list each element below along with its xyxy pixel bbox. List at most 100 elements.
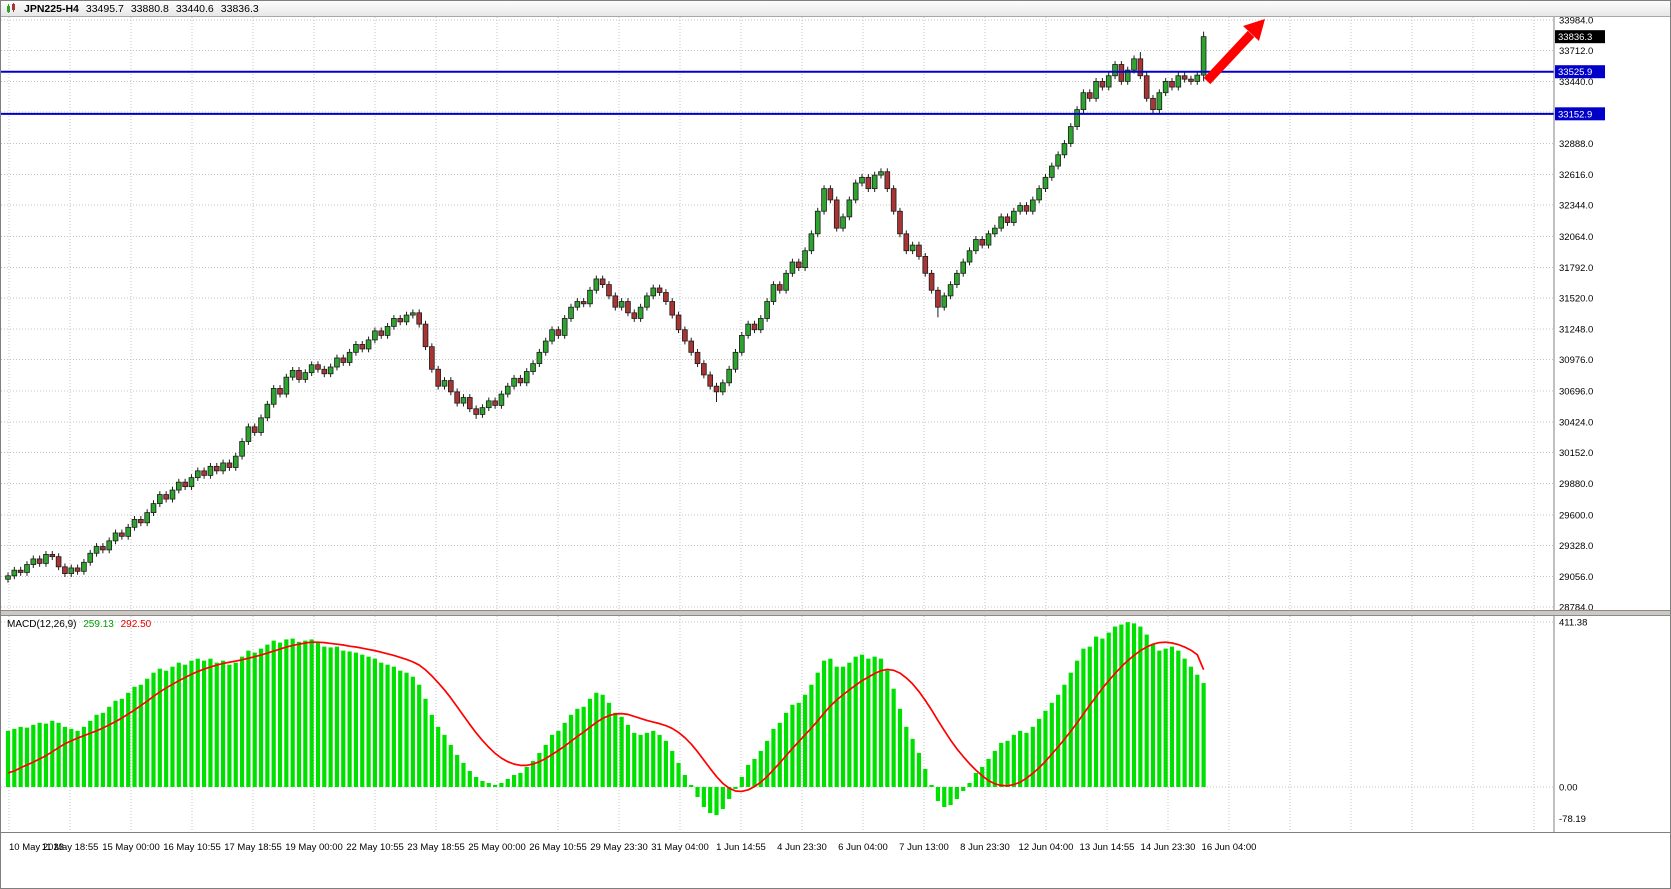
bull-candle (504, 385, 511, 395)
macd-histogram-bar (62, 726, 68, 787)
bull-candle (131, 519, 138, 528)
macd-chart[interactable]: 411.38 0.00 -78.19 (1, 616, 1670, 832)
bull-candle (1162, 81, 1169, 94)
bear-candle (916, 244, 922, 257)
time-axis[interactable]: 10 May 2023 11 May 18:55 15 May 00:00 16 Ma… (1, 832, 1670, 888)
bear-candle (833, 199, 840, 229)
bull-candle (245, 426, 252, 442)
bull-candle (157, 494, 163, 504)
macd-histogram-bar (5, 730, 11, 787)
bull-candle (485, 400, 492, 409)
bull-candle (188, 477, 195, 488)
bull-candle (11, 569, 18, 577)
bear-candle (663, 292, 669, 302)
bull-candle (846, 199, 853, 218)
bull-candle (1074, 109, 1080, 127)
bull-candle (726, 368, 732, 384)
macd-histogram-bar (587, 698, 593, 787)
bear-candle (321, 368, 328, 375)
chart-title-high: 33880.8 (130, 2, 169, 15)
macd-histogram-bar (518, 772, 523, 787)
macd-histogram-bar (372, 658, 378, 787)
bear-candle (163, 494, 169, 500)
bear-candle (119, 532, 125, 537)
bull-candle (479, 407, 486, 415)
bear-candle (416, 312, 422, 325)
bear-candle (454, 391, 460, 404)
bull-candle (1080, 92, 1087, 111)
bear-candle (1023, 205, 1030, 212)
macd-histogram-bar (568, 714, 574, 787)
price-tag[interactable] (1555, 65, 1605, 79)
bull-candle (289, 369, 296, 378)
bear-candle (922, 255, 929, 274)
bull-candle (144, 512, 150, 524)
macd-histogram-bar (322, 646, 327, 787)
macd-histogram-bar (170, 666, 175, 787)
macd-histogram-bar (366, 656, 371, 787)
macd-histogram-bar (252, 652, 257, 787)
time-axis-label: 31 May 04:00 (651, 842, 709, 853)
macd-histogram-bar (328, 647, 333, 787)
price-tag[interactable] (1555, 107, 1605, 121)
bear-candle (17, 569, 24, 573)
trend-arrow-shaft[interactable] (1203, 30, 1255, 85)
macd-histogram-bar (94, 714, 99, 787)
macd-histogram-bar (644, 732, 650, 787)
macd-histogram-bar (1125, 622, 1130, 787)
macd-histogram-bar (796, 702, 801, 787)
macd-histogram-bar (233, 662, 238, 787)
time-axis-label: 4 Jun 23:30 (777, 842, 827, 853)
macd-histogram-bar (50, 720, 55, 787)
time-axis-label: 15 May 00:00 (102, 842, 160, 853)
macd-histogram-bar (81, 726, 87, 787)
chart-titlebar[interactable]: JPN225-H4 33495.7 33880.8 33440.6 33836.… (1, 1, 1670, 17)
bull-candle (220, 462, 226, 472)
bull-candle (176, 481, 182, 491)
time-axis-label: 16 May 10:55 (163, 842, 221, 853)
macd-histogram-bar (183, 664, 188, 787)
trend-arrow-head[interactable] (1243, 19, 1265, 41)
bull-candle (644, 295, 650, 308)
bull-candle (757, 318, 764, 331)
bear-candle (492, 400, 498, 406)
macd-histogram-bar (132, 686, 137, 787)
macd-histogram-bar (309, 639, 314, 787)
bear-candle (1118, 64, 1125, 82)
macd-histogram-bar (866, 658, 871, 787)
bull-candle (1067, 126, 1074, 144)
trend-arrow[interactable] (1203, 19, 1265, 85)
price-tag[interactable] (1555, 30, 1605, 44)
macd-histogram-bar (239, 656, 245, 787)
macd-histogram-bar (113, 700, 118, 787)
price-axis-label: 33984.0 (1559, 17, 1593, 27)
price-axis-label: 31792.0 (1559, 263, 1593, 274)
bull-candle (308, 364, 315, 374)
main-price-chart[interactable]: 33984.033712.033440.033168.032888.032616… (1, 17, 1670, 610)
time-axis-label: 25 May 00:00 (468, 842, 526, 853)
bull-candle (169, 489, 176, 500)
macd-histogram-bar (714, 787, 719, 816)
bear-candle (55, 556, 62, 568)
bull-candle (973, 239, 979, 252)
macd-histogram-bar (480, 780, 485, 787)
macd-histogram-bar (69, 728, 74, 787)
macd-histogram-bar (739, 776, 744, 787)
macd-histogram-bar (385, 664, 390, 787)
time-axis-label: 17 May 18:55 (224, 842, 282, 853)
macd-histogram-bar (594, 692, 599, 787)
bull-candle (789, 261, 796, 274)
macd-histogram-bar (999, 742, 1004, 787)
macd-histogram-bar (815, 672, 820, 787)
macd-histogram-bar (1157, 650, 1162, 787)
macd-histogram-bar (107, 706, 112, 787)
macd-histogram-bar (296, 641, 302, 787)
macd-histogram-bar (651, 730, 656, 787)
bull-candle (574, 301, 581, 308)
bear-candle (555, 329, 562, 336)
panel-separator[interactable] (1, 610, 1670, 616)
time-axis-label: 26 May 10:55 (529, 842, 587, 853)
macd-histogram-bar (891, 688, 896, 787)
macd-histogram-bar (1112, 626, 1118, 787)
bull-candle (739, 334, 745, 353)
